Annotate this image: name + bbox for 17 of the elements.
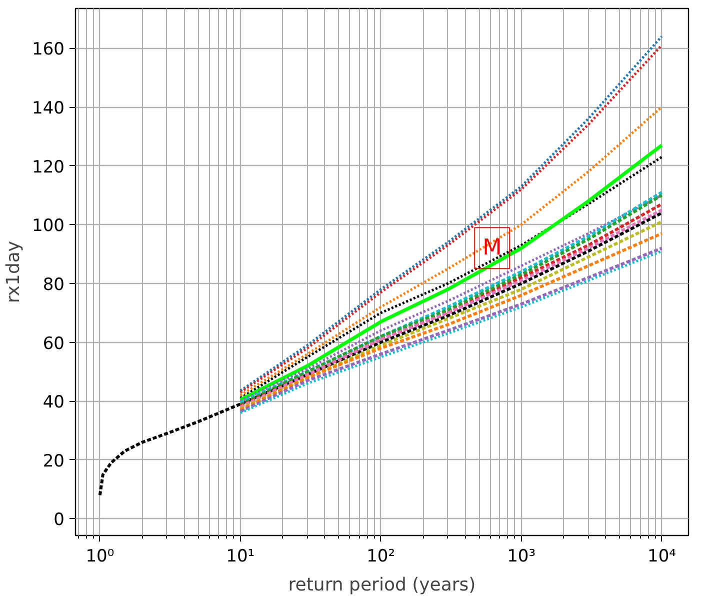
x-tick-label: 10¹ — [226, 546, 255, 566]
annotation: M — [482, 236, 502, 261]
y-tick-label: 60 — [42, 334, 65, 354]
x-tick-label: 10² — [366, 546, 396, 566]
y-tick-label: 80 — [42, 274, 65, 295]
y-tick-label: 120 — [32, 157, 65, 178]
y-axis-title: rx1day — [3, 240, 24, 304]
x-tick-label: 10⁴ — [648, 546, 676, 566]
y-tick-label: 0 — [54, 510, 65, 530]
y-tick-label: 100 — [32, 216, 65, 236]
y-tick-label: 140 — [32, 98, 65, 119]
x-axis-title: return period (years) — [288, 574, 476, 596]
y-tick-label: 20 — [42, 451, 65, 472]
y-tick-label: 160 — [32, 40, 65, 60]
x-tick-label: 10⁰ — [86, 546, 114, 566]
x-tick-label: 10³ — [507, 546, 536, 566]
y-tick-label: 40 — [42, 392, 65, 413]
